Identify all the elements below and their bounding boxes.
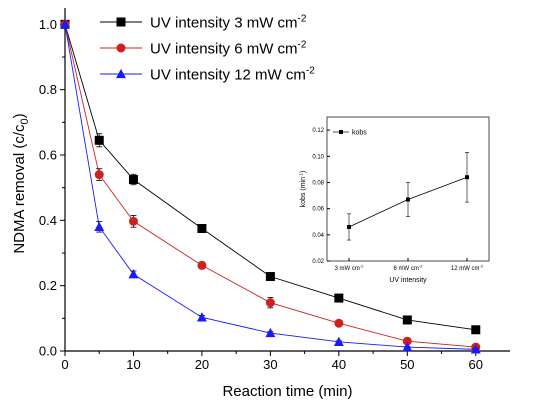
- x-tick-label: 60: [469, 357, 483, 372]
- inset-data-point: [465, 175, 469, 180]
- x-tick-label: 10: [126, 357, 140, 372]
- inset-x-tick-label: 3 mW cm-2: [335, 264, 365, 273]
- legend-label: UV intensity 12 mW cm-2: [150, 66, 315, 84]
- legend-marker: [116, 68, 126, 79]
- data-point: [128, 216, 138, 226]
- inset-x-tick-label: 12 mW cm-2: [451, 264, 484, 273]
- inset-series: [347, 152, 469, 241]
- x-tick-label: 40: [332, 357, 346, 372]
- x-axis-title: Reaction time (min): [222, 383, 352, 400]
- data-point: [94, 221, 105, 232]
- series-line: [64, 24, 476, 331]
- inset-y-tick-label: 0.08: [312, 180, 324, 186]
- y-tick-label: 0.2: [39, 278, 57, 293]
- series-line: [64, 24, 476, 350]
- data-point: [197, 224, 207, 233]
- inset-x-axis-title: UV intensity: [389, 277, 427, 284]
- inset-y-tick-label: 0.06: [312, 207, 324, 213]
- data-point: [128, 269, 139, 279]
- data-point: [196, 312, 207, 322]
- inset-x-tick-label: 6 mW cm-2: [394, 264, 424, 273]
- legend-marker: [116, 43, 126, 53]
- inset-y-tick-label: 0.12: [312, 128, 324, 134]
- data-point: [265, 327, 276, 338]
- y-tick-label: 0.0: [39, 344, 57, 359]
- legend-marker: [116, 17, 126, 27]
- data-point: [265, 298, 275, 308]
- data-point: [470, 344, 481, 354]
- x-tick-label: 20: [195, 357, 209, 372]
- data-point: [60, 19, 70, 29]
- series-line: [64, 24, 476, 348]
- inset-y-tick-label: 0.04: [312, 233, 324, 239]
- inset-legend-label: kobs: [352, 130, 367, 137]
- inset-data-point: [406, 197, 410, 202]
- legend-label: UV intensity 6 mW cm-2: [150, 40, 307, 58]
- y-tick-label: 1.0: [39, 17, 57, 32]
- data-point: [265, 272, 275, 282]
- legend: UV intensity 3 mW cm-2 UV intensity 6 mW …: [100, 14, 315, 84]
- x-tick-label: 30: [263, 357, 277, 372]
- x-tick-label: 0: [61, 357, 68, 372]
- data-point: [471, 325, 481, 335]
- data-point: [333, 336, 344, 346]
- data-point: [94, 135, 104, 145]
- kobs-inset-plot: 0.02 0.04 0.06 0.08 0.10 0.12 3 mW cm-2 6 mW cm…: [299, 116, 490, 284]
- data-point: [334, 293, 344, 303]
- inset-legend-marker: [339, 130, 343, 134]
- x-tick-label: 50: [400, 357, 414, 372]
- data-point: [334, 318, 344, 328]
- inset-y-axis-title: kobs (min-1): [299, 171, 308, 208]
- data-point: [402, 336, 412, 346]
- data-point: [128, 175, 138, 184]
- inset-y-tick-label: 0.02: [312, 259, 324, 265]
- series-3: [60, 19, 481, 354]
- data-point: [402, 341, 413, 352]
- y-tick-label: 0.8: [39, 82, 57, 97]
- data-point: [197, 260, 207, 270]
- y-tick-label: 0.6: [39, 148, 57, 163]
- main-plot-area: 0 10 20 30 40 50 60 0.0 0.2 0.4 0.6 0.8 1.0 Reaction …: [11, 8, 510, 400]
- legend-label: UV intensity 3 mW cm-2: [150, 14, 307, 32]
- data-point: [94, 170, 104, 180]
- data-point: [402, 315, 412, 325]
- y-axis-title: NDMA removal (c/c0): [11, 113, 31, 253]
- inset-data-point: [347, 224, 351, 229]
- y-tick-label: 0.4: [39, 213, 57, 228]
- inset-y-tick-label: 0.10: [312, 154, 324, 160]
